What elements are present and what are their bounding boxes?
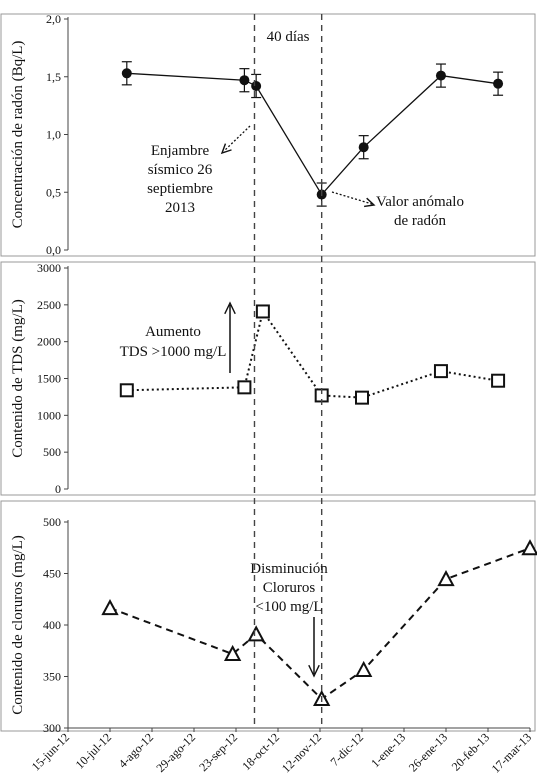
data-point bbox=[493, 78, 504, 89]
y-tick-label: 3000 bbox=[37, 261, 61, 275]
y-tick-label: 2500 bbox=[37, 298, 61, 312]
x-tick-label: 4-ago-12 bbox=[116, 730, 157, 771]
y-tick-label: 1000 bbox=[37, 408, 61, 422]
x-tick-label: 12-nov-12 bbox=[279, 730, 324, 775]
data-point bbox=[255, 304, 270, 319]
y-tick-label: 500 bbox=[43, 445, 61, 459]
y-axis-label: Contenido de TDS (mg/L) bbox=[10, 299, 26, 457]
data-point bbox=[223, 644, 242, 662]
data-point bbox=[355, 660, 373, 677]
y-tick-label: 2,0 bbox=[46, 12, 61, 26]
y-tick-label: 350 bbox=[43, 670, 61, 684]
y-tick-label: 1,0 bbox=[46, 128, 61, 142]
arrow-valor-anomalo bbox=[331, 191, 373, 205]
y-tick-label: 300 bbox=[43, 721, 61, 735]
panel-border-2 bbox=[0, 261, 536, 496]
data-point bbox=[101, 599, 119, 616]
annotation-valor-anomalo: Valor anómalo de radón bbox=[376, 194, 464, 229]
x-tick-label: 15-jun-12 bbox=[29, 730, 72, 773]
data-point bbox=[433, 364, 448, 379]
y-tick-label: 400 bbox=[43, 618, 61, 632]
y-axis-label: Concentración de radón (Bq/L) bbox=[10, 41, 26, 229]
data-point bbox=[491, 373, 506, 388]
arrow-disminucion-head bbox=[308, 664, 320, 678]
data-point bbox=[119, 383, 134, 398]
data-point bbox=[239, 75, 250, 86]
data-point bbox=[358, 142, 369, 153]
data-point bbox=[437, 570, 455, 587]
y-tick-label: 0,5 bbox=[46, 185, 61, 199]
y-tick-label: 1,5 bbox=[46, 70, 61, 84]
annotation-aumento-tds: Aumento TDS >1000 mg/L bbox=[120, 324, 227, 360]
data-point bbox=[521, 539, 537, 556]
data-point bbox=[121, 68, 132, 79]
arrow-enjambre-head bbox=[220, 143, 232, 155]
y-tick-label: 450 bbox=[43, 567, 61, 581]
y-tick-label: 0 bbox=[55, 482, 61, 496]
x-tick-label: 7-dic-12 bbox=[327, 730, 366, 769]
x-tick-label: 10-jul-12 bbox=[73, 730, 114, 771]
x-tick-label: 18-oct-12 bbox=[239, 730, 282, 773]
panel-border-1 bbox=[0, 13, 536, 257]
panel-2: 0 500 1000 1500 2000 2500 3000 Contenido de TDS… bbox=[10, 261, 506, 496]
x-tick-label: 20-feb-13 bbox=[449, 730, 492, 773]
y-axis-label: Contenido de cloruros (mg/L) bbox=[10, 535, 26, 715]
data-point bbox=[355, 390, 369, 405]
annotation-disminucion-cloruros: Disminución Cloruros <100 mg/L bbox=[250, 561, 328, 615]
y-tick-label: 1500 bbox=[37, 372, 61, 386]
y-tick-label: 0,0 bbox=[46, 243, 61, 257]
annotation-enjambre: Enjambre sísmico 26 septiembre 2013 bbox=[147, 143, 213, 216]
x-tick-label: 26-ene-13 bbox=[406, 730, 450, 774]
y-tick-label: 2000 bbox=[37, 335, 61, 349]
x-tick-label: 17-mar-13 bbox=[489, 730, 535, 776]
x-tick-label: 29-ago-12 bbox=[153, 730, 198, 775]
panel-border-3 bbox=[0, 500, 536, 732]
panel-3: 300 350 400 450 500 Contenido de cloruros (mg… bbox=[10, 515, 537, 735]
arrow-aumento-head bbox=[224, 301, 236, 315]
y-tick-label: 500 bbox=[43, 515, 61, 529]
arrow-valor-anomalo-head bbox=[364, 197, 376, 208]
x-tick-label: 23-sep-12 bbox=[196, 730, 240, 774]
interval-label: 40 días bbox=[267, 29, 310, 45]
data-point bbox=[237, 380, 252, 395]
x-tick-label: 1-ene-13 bbox=[368, 730, 408, 770]
data-point bbox=[251, 80, 262, 91]
data-point bbox=[435, 70, 446, 81]
arrow-enjambre bbox=[223, 125, 251, 152]
data-point bbox=[247, 625, 265, 642]
